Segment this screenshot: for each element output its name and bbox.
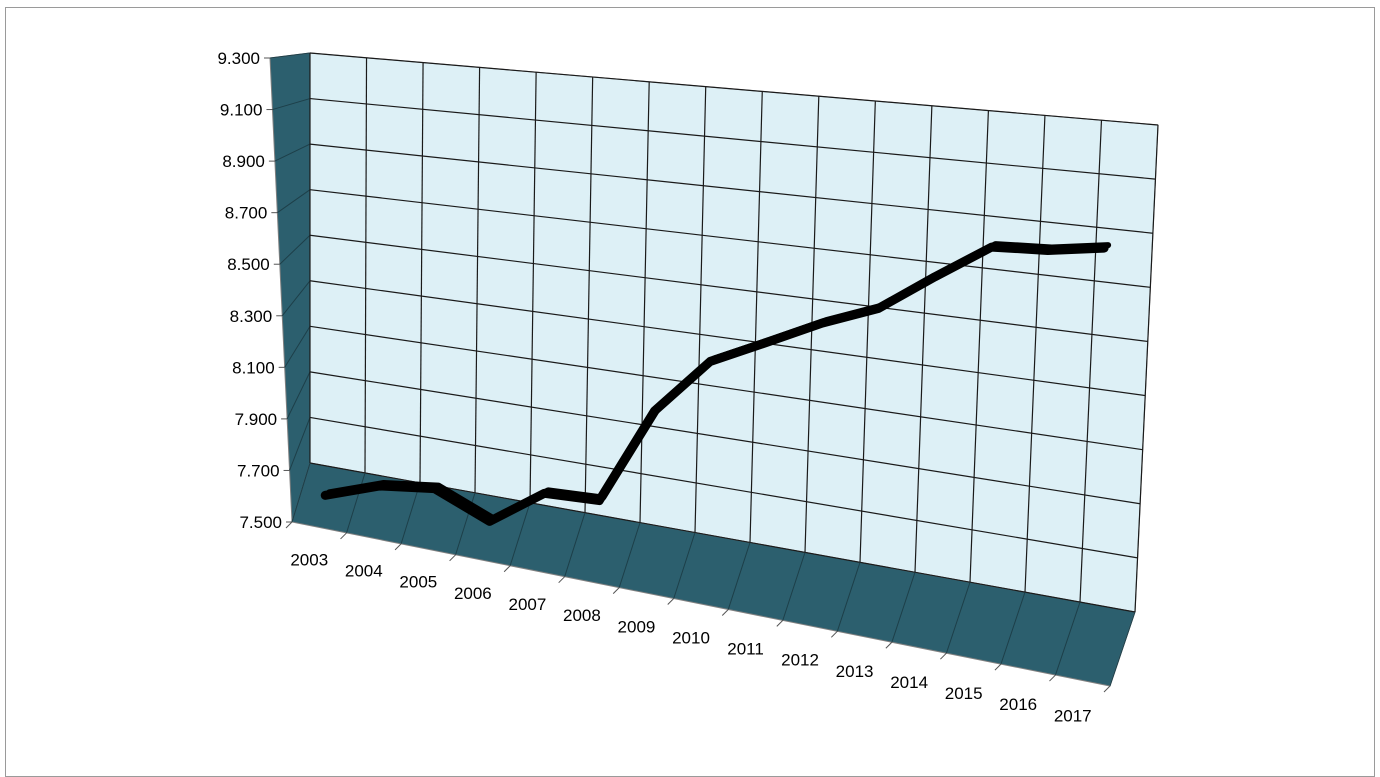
x-tick-mark [504, 566, 510, 572]
x-tick-mark [831, 631, 837, 637]
x-tick-mark [722, 609, 728, 615]
y-tick-label: 9.100 [220, 101, 263, 120]
x-tick-mark [940, 653, 946, 659]
x-tick-mark [886, 642, 892, 648]
x-tick-mark [1104, 686, 1110, 692]
y-tick-label: 8.700 [225, 204, 268, 223]
y-tick-label: 8.100 [232, 358, 275, 377]
x-tick-mark [286, 522, 292, 528]
x-tick-label: 2004 [345, 562, 383, 581]
chart-side-wall [270, 53, 310, 522]
x-tick-mark [450, 555, 456, 561]
x-tick-label: 2015 [945, 684, 983, 703]
x-tick-label: 2007 [508, 595, 546, 614]
y-tick-label: 7.900 [235, 410, 278, 429]
x-tick-label: 2009 [618, 617, 656, 636]
x-tick-mark [395, 544, 401, 550]
x-tick-label: 2012 [781, 651, 819, 670]
x-tick-mark [1049, 675, 1055, 681]
x-tick-label: 2016 [999, 695, 1037, 714]
x-tick-label: 2003 [290, 550, 328, 569]
y-tick-label: 8.900 [222, 152, 265, 171]
y-tick-label: 8.500 [227, 255, 270, 274]
x-tick-mark [559, 577, 565, 583]
x-tick-label: 2013 [836, 662, 874, 681]
y-tick-label: 8.300 [230, 307, 273, 326]
x-tick-mark [613, 588, 619, 594]
x-tick-mark [668, 599, 674, 605]
x-tick-mark [341, 533, 347, 539]
y-tick-label: 9.300 [217, 49, 260, 68]
y-tick-label: 7.500 [239, 513, 282, 532]
x-tick-mark [777, 620, 783, 626]
x-tick-mark [995, 664, 1001, 670]
x-tick-label: 2017 [1054, 706, 1092, 725]
x-tick-label: 2010 [672, 628, 710, 647]
x-tick-label: 2014 [890, 673, 928, 692]
x-tick-label: 2011 [727, 640, 764, 659]
x-tick-label: 2008 [563, 606, 601, 625]
y-axis-ticks: 7.500 7.700 7.900 8.100 8.300 8.500 8.700 8.900… [217, 49, 282, 532]
x-tick-label: 2006 [454, 584, 492, 603]
x-tick-label: 2005 [399, 573, 437, 592]
y-tick-label: 7.700 [237, 461, 280, 480]
